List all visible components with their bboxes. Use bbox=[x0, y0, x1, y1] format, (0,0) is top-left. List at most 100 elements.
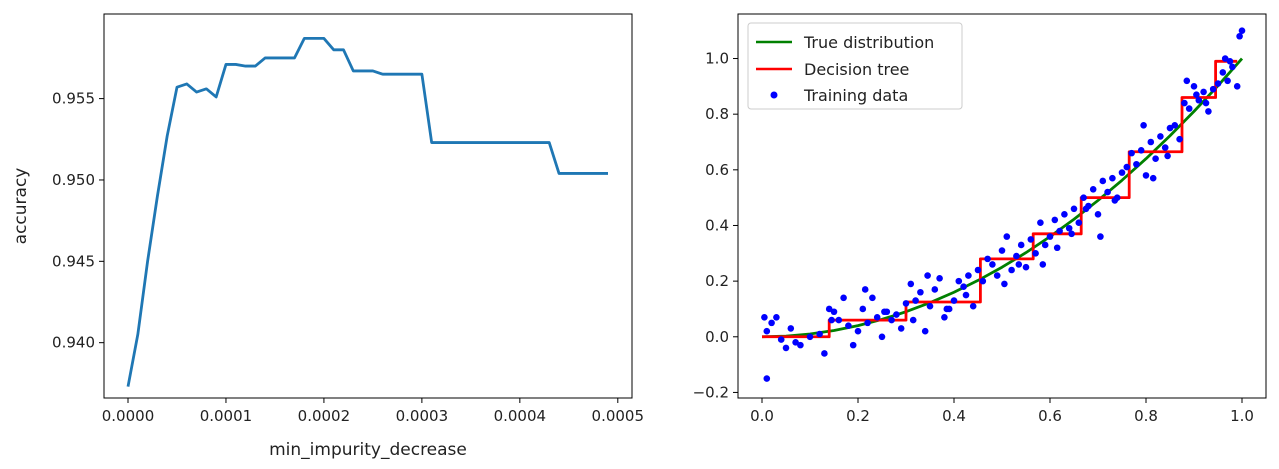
series-line bbox=[126, 37, 608, 387]
data-point bbox=[888, 316, 895, 324]
data-point bbox=[1219, 69, 1227, 76]
data-point bbox=[1238, 27, 1246, 34]
data-point bbox=[1229, 63, 1236, 71]
data-point bbox=[864, 319, 871, 327]
y-tick-label: 0.945 bbox=[52, 252, 95, 270]
data-point bbox=[1094, 211, 1102, 218]
data-point bbox=[1061, 211, 1068, 218]
data-point bbox=[1152, 155, 1159, 162]
data-point bbox=[902, 300, 910, 307]
x-tick-label: 0.0002 bbox=[298, 407, 351, 425]
data-point bbox=[816, 330, 823, 338]
data-point bbox=[1070, 205, 1078, 213]
accuracy-chart-frame bbox=[103, 13, 633, 399]
data-point bbox=[931, 286, 939, 293]
accuracy-chart: 0.0000 0.0001 0.0002 0.0003 0.0004 0.0005 0.94… bbox=[11, 13, 644, 460]
data-point bbox=[1027, 236, 1035, 243]
data-point bbox=[854, 327, 862, 335]
data-point bbox=[962, 291, 970, 299]
x-axis-label: min_impurity_decrease bbox=[269, 440, 467, 460]
data-point bbox=[878, 333, 886, 341]
data-point bbox=[1068, 230, 1075, 238]
data-point bbox=[1224, 77, 1231, 85]
data-point bbox=[1176, 135, 1183, 143]
data-point bbox=[1022, 263, 1030, 271]
data-point bbox=[1109, 174, 1116, 182]
data-point bbox=[1041, 241, 1049, 249]
data-point bbox=[926, 302, 934, 310]
data-point bbox=[1142, 172, 1150, 179]
y-tick-label: 0.6 bbox=[705, 161, 729, 179]
data-point bbox=[1051, 216, 1059, 224]
data-point bbox=[1185, 105, 1193, 112]
x-tick-label: 0.0 bbox=[750, 407, 774, 425]
data-point bbox=[1140, 122, 1147, 129]
decision-tree-chart-frame bbox=[737, 13, 1267, 399]
data-point bbox=[1111, 197, 1119, 204]
data-point bbox=[1046, 233, 1054, 240]
data-point bbox=[984, 255, 991, 263]
data-point bbox=[936, 275, 943, 282]
data-point bbox=[924, 272, 931, 279]
decision-tree-chart-marks bbox=[761, 27, 1246, 382]
data-point bbox=[921, 327, 929, 335]
x-tick-label: 1.0 bbox=[1230, 407, 1254, 425]
y-axis-label: accuracy bbox=[11, 168, 31, 245]
data-point bbox=[993, 272, 1001, 279]
data-point bbox=[1133, 160, 1140, 168]
data-point bbox=[768, 319, 775, 327]
data-point bbox=[943, 305, 951, 313]
data-point bbox=[1039, 261, 1047, 268]
data-point bbox=[830, 308, 838, 316]
legend-label-decision-tree: Decision tree bbox=[804, 60, 909, 79]
data-point bbox=[960, 283, 967, 290]
data-point bbox=[998, 247, 1006, 254]
data-point bbox=[797, 341, 804, 349]
data-point bbox=[806, 333, 814, 341]
data-point bbox=[979, 277, 987, 285]
data-point bbox=[1056, 227, 1063, 235]
y-tick-label: 0.2 bbox=[705, 272, 729, 290]
data-point bbox=[1008, 266, 1015, 274]
data-point bbox=[1015, 261, 1023, 268]
accuracy-chart-ticks: 0.0000 0.0001 0.0002 0.0003 0.0004 0.0005 0.94… bbox=[52, 90, 644, 425]
data-point bbox=[1075, 219, 1083, 226]
y-tick-label: 1.0 bbox=[705, 50, 729, 68]
data-point bbox=[828, 316, 835, 324]
data-point bbox=[861, 286, 869, 293]
data-point bbox=[1221, 55, 1229, 62]
data-point bbox=[1164, 152, 1171, 160]
data-point bbox=[782, 344, 790, 352]
data-point bbox=[792, 339, 799, 346]
data-point bbox=[761, 314, 768, 321]
legend-swatch-training-data bbox=[770, 91, 778, 99]
x-tick-label: 0.0000 bbox=[102, 407, 155, 425]
legend-label-training-data: Training data bbox=[803, 86, 908, 105]
x-tick-label: 0.0005 bbox=[592, 407, 645, 425]
data-point bbox=[917, 288, 924, 296]
data-point bbox=[849, 341, 857, 349]
data-point bbox=[1118, 169, 1126, 176]
data-point bbox=[1236, 32, 1243, 40]
data-point bbox=[950, 297, 958, 304]
data-point bbox=[1080, 194, 1087, 201]
legend-label-true-distribution: True distribution bbox=[803, 33, 934, 52]
x-tick-label: 0.2 bbox=[846, 407, 870, 425]
data-point bbox=[840, 294, 847, 302]
data-point bbox=[1171, 122, 1179, 129]
data-point bbox=[859, 305, 867, 313]
data-point bbox=[1037, 219, 1044, 226]
data-point bbox=[1053, 244, 1061, 252]
data-point bbox=[1195, 96, 1203, 104]
data-point bbox=[1202, 99, 1210, 107]
data-point bbox=[1157, 133, 1164, 140]
data-point bbox=[777, 336, 785, 343]
y-tick-label: 0.955 bbox=[52, 90, 95, 108]
data-point bbox=[912, 297, 919, 304]
data-point bbox=[969, 302, 977, 310]
data-point bbox=[989, 261, 996, 268]
data-point bbox=[1166, 124, 1174, 132]
data-point bbox=[1190, 83, 1198, 90]
y-tick-label: 0.4 bbox=[705, 216, 729, 234]
